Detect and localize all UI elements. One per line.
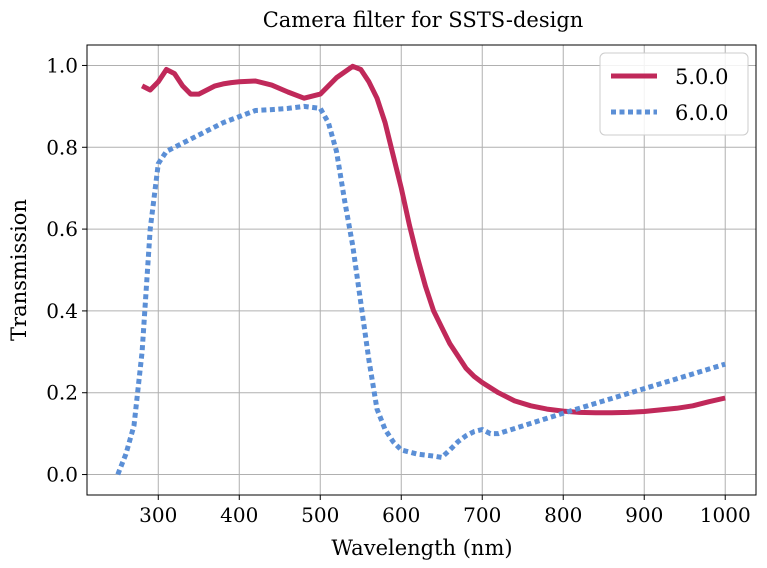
y-tick-label: 0.2 <box>46 381 78 405</box>
x-tick-label: 600 <box>382 503 420 527</box>
y-tick-label: 0.0 <box>46 463 78 487</box>
x-tick-label: 900 <box>625 503 663 527</box>
y-tick-label: 1.0 <box>46 53 78 77</box>
x-tick-label: 500 <box>301 503 339 527</box>
plot-frame <box>86 44 757 496</box>
x-tick-label: 300 <box>139 503 177 527</box>
series-line-5-0-0 <box>140 63 726 416</box>
legend-label: 5.0.0 <box>675 65 728 89</box>
legend-label: 6.0.0 <box>675 101 728 125</box>
x-tick-label: 800 <box>544 503 582 527</box>
y-tick-label: 0.4 <box>46 299 78 323</box>
y-axis-label: Transmission <box>7 199 31 341</box>
x-axis-label: Wavelength (nm) <box>331 536 512 560</box>
chart-title: Camera filter for SSTS-design <box>263 8 584 32</box>
legend: 5.0.0 6.0.0 <box>599 52 749 136</box>
series-layer <box>115 63 726 476</box>
series-line-6-0-0 <box>115 103 726 476</box>
x-tick-label: 1000 <box>700 503 751 527</box>
x-tick-label: 400 <box>220 503 258 527</box>
y-tick-label: 0.6 <box>46 217 78 241</box>
x-tick-label: 700 <box>463 503 501 527</box>
y-tick-label: 0.8 <box>46 135 78 159</box>
tick-layer: 300 400 500 600 700 800 900 1000 0.0 0.2 0.4 0.6 0.8… <box>46 53 750 527</box>
